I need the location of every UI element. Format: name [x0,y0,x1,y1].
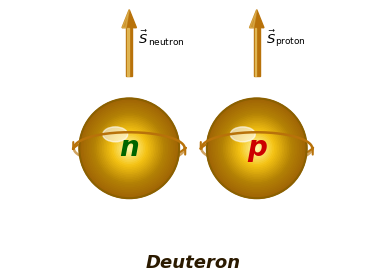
Ellipse shape [123,142,136,155]
Text: n: n [119,134,139,162]
Ellipse shape [250,142,263,155]
Ellipse shape [93,112,166,185]
Ellipse shape [80,98,179,198]
Ellipse shape [88,107,171,190]
Ellipse shape [247,138,267,158]
Ellipse shape [83,102,176,195]
Ellipse shape [255,147,258,150]
Ellipse shape [229,120,285,177]
Text: Deuteron: Deuteron [146,254,240,272]
Ellipse shape [244,135,270,162]
Ellipse shape [240,132,273,165]
Polygon shape [255,28,256,76]
Ellipse shape [215,107,298,190]
Ellipse shape [227,118,287,178]
Ellipse shape [119,138,139,158]
Ellipse shape [109,128,149,168]
Polygon shape [127,28,129,76]
Ellipse shape [213,105,300,192]
Ellipse shape [212,103,302,193]
Ellipse shape [99,118,159,178]
Ellipse shape [242,133,272,163]
Polygon shape [254,28,259,76]
Ellipse shape [210,102,303,195]
Ellipse shape [222,113,292,183]
Ellipse shape [252,143,262,153]
Ellipse shape [218,110,295,186]
Polygon shape [250,10,257,28]
Polygon shape [122,10,136,28]
Ellipse shape [126,145,132,152]
Ellipse shape [116,135,142,162]
Ellipse shape [84,103,174,193]
Ellipse shape [235,127,278,170]
Ellipse shape [220,112,293,185]
Ellipse shape [114,133,144,163]
Ellipse shape [230,122,283,175]
Ellipse shape [118,137,141,160]
Ellipse shape [96,115,163,182]
Ellipse shape [121,140,137,157]
Ellipse shape [106,125,152,172]
Polygon shape [250,10,264,28]
Ellipse shape [208,100,305,197]
Ellipse shape [128,147,131,150]
Ellipse shape [217,108,297,188]
Ellipse shape [225,117,288,180]
Ellipse shape [230,127,255,142]
Text: $\vec{S}$: $\vec{S}$ [138,30,148,47]
Ellipse shape [223,115,290,182]
Ellipse shape [89,108,169,188]
Ellipse shape [124,143,134,153]
Ellipse shape [232,123,282,173]
Ellipse shape [237,128,277,168]
Ellipse shape [254,145,260,152]
Ellipse shape [81,100,178,197]
Ellipse shape [94,113,164,183]
Ellipse shape [104,123,154,173]
Ellipse shape [207,98,306,198]
Ellipse shape [111,130,147,167]
Ellipse shape [108,127,151,170]
Ellipse shape [113,132,146,165]
Text: $\vec{S}$: $\vec{S}$ [266,30,276,47]
Ellipse shape [91,110,168,186]
Ellipse shape [86,105,173,192]
Ellipse shape [103,122,156,175]
Ellipse shape [245,137,268,160]
Text: $\mathregular{proton}$: $\mathregular{proton}$ [275,34,306,48]
Ellipse shape [101,120,157,177]
Text: $\mathregular{neutron}$: $\mathregular{neutron}$ [148,36,185,46]
Polygon shape [122,10,129,28]
Ellipse shape [239,130,275,167]
Text: p: p [247,134,267,162]
Ellipse shape [234,125,280,172]
Ellipse shape [249,140,265,157]
Ellipse shape [98,117,161,180]
Polygon shape [127,28,132,76]
Ellipse shape [103,127,128,142]
